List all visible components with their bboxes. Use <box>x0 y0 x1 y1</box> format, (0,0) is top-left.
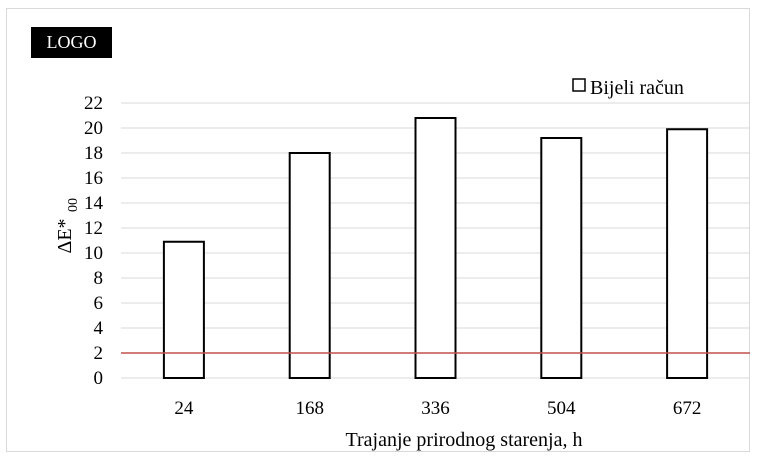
y-axis-title-subscript: 00 <box>66 198 81 212</box>
y-tick-label: 2 <box>94 343 104 364</box>
y-tick-label: 18 <box>84 143 103 164</box>
y-tick-label: 14 <box>84 193 104 214</box>
y-tick-label: 0 <box>94 368 104 389</box>
legend: Bijeli račun <box>572 77 684 99</box>
bar <box>414 117 457 379</box>
bar <box>540 137 583 379</box>
bar <box>288 152 331 379</box>
y-tick-label: 16 <box>84 168 103 189</box>
y-tick-labels: 0 2 4 6 8 10 12 14 16 18 20 22 <box>84 93 104 389</box>
y-tick-label: 22 <box>84 93 103 114</box>
legend-label: Bijeli račun <box>590 77 684 99</box>
legend-swatch <box>572 78 586 92</box>
x-tick-label: 504 <box>547 398 576 419</box>
y-tick-label: 20 <box>84 118 103 139</box>
x-tick-labels: 24 168 336 504 672 <box>174 398 701 419</box>
y-tick-label: 6 <box>94 293 104 314</box>
y-tick-label: 8 <box>94 268 104 289</box>
bars <box>162 117 709 379</box>
y-tick-label: 12 <box>84 218 103 239</box>
y-axis-title-main: ΔE* <box>54 218 76 253</box>
y-tick-label: 10 <box>84 243 103 264</box>
x-tick-label: 168 <box>295 398 324 419</box>
x-tick-label: 24 <box>174 398 194 419</box>
y-tick-label: 4 <box>94 318 104 339</box>
y-axis-title: ΔE* 00 <box>54 198 81 254</box>
bar <box>162 240 205 379</box>
logo: LOGO <box>31 27 112 58</box>
x-tick-label: 336 <box>421 398 450 419</box>
bar <box>666 128 709 379</box>
x-tick-label: 672 <box>673 398 702 419</box>
x-axis-title: Trajanje prirodnog starenja, h <box>346 429 583 451</box>
